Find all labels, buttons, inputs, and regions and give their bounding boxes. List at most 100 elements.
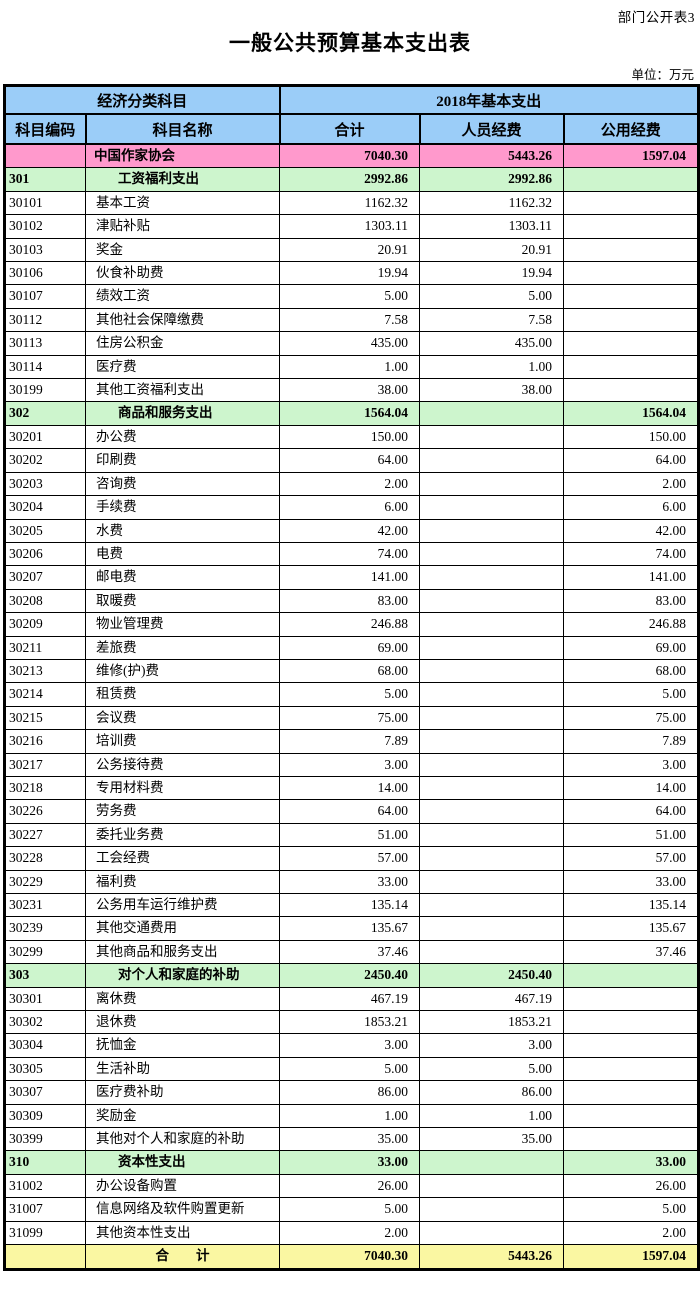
cell-total: 69.00 (279, 635, 421, 660)
table-header: 经济分类科目 2018年基本支出 科目编码 科目名称 合计 人员经费 公用经费 (3, 84, 700, 145)
cell-total: 26.00 (279, 1173, 421, 1199)
cell-personnel (419, 658, 565, 684)
cell-code: 30218 (4, 775, 86, 801)
cell-public (563, 331, 700, 356)
cell-personnel (419, 705, 565, 731)
table-row: 30103 奖金 20.91 20.91 (4, 237, 700, 263)
cell-public (563, 237, 700, 263)
cell-code (4, 1244, 86, 1270)
cell-code: 30114 (4, 354, 86, 380)
table-row: 中国作家协会 7040.30 5443.26 1597.04 (4, 143, 700, 169)
cell-code: 30309 (4, 1103, 86, 1129)
table-row: 30199 其他工资福利支出 38.00 38.00 (4, 378, 700, 403)
table-row: 30213 维修(护)费 68.00 68.00 (4, 658, 700, 684)
cell-total: 42.00 (279, 518, 421, 543)
cell-total: 7040.30 (279, 1244, 421, 1270)
cell-code: 30216 (4, 729, 86, 754)
cell-total: 2992.86 (279, 167, 421, 192)
cell-name: 专用材料费 (84, 775, 281, 801)
cell-public (563, 1056, 700, 1082)
cell-personnel (419, 682, 565, 707)
cell-public (563, 963, 700, 988)
cell-code: 30204 (4, 495, 86, 520)
cell-name: 奖励金 (84, 1103, 281, 1129)
cell-personnel: 2450.40 (419, 963, 565, 988)
cell-public (563, 1033, 700, 1058)
cell-public (563, 167, 700, 192)
cell-code: 30101 (4, 190, 86, 216)
cell-name: 会议费 (84, 705, 281, 731)
table-row: 30216 培训费 7.89 7.89 (4, 729, 700, 754)
cell-personnel (419, 588, 565, 614)
cell-total: 64.00 (279, 448, 421, 473)
table-row: 301 工资福利支出 2992.86 2992.86 (4, 167, 700, 192)
cell-total: 2.00 (279, 471, 421, 497)
cell-public: 5.00 (563, 1197, 700, 1222)
cell-public (563, 190, 700, 216)
cell-personnel: 5.00 (419, 284, 565, 309)
cell-public (563, 1080, 700, 1105)
cell-public (563, 354, 700, 380)
cell-public: 3.00 (563, 752, 700, 777)
cell-name: 手续费 (84, 495, 281, 520)
cell-personnel: 1.00 (419, 354, 565, 380)
cell-total: 3.00 (279, 1033, 421, 1058)
cell-name: 资本性支出 (84, 1150, 281, 1175)
cell-personnel (419, 775, 565, 801)
table-row: 30112 其他社会保障缴费 7.58 7.58 (4, 307, 700, 333)
cell-name: 合 计 (84, 1244, 281, 1270)
col-header-personnel-funds: 人员经费 (418, 113, 565, 145)
cell-code: 30202 (4, 448, 86, 473)
cell-name: 其他商品和服务支出 (84, 939, 281, 965)
cell-total: 435.00 (279, 331, 421, 356)
cell-public: 33.00 (563, 869, 700, 895)
cell-code: 30304 (4, 1033, 86, 1058)
cell-total: 3.00 (279, 752, 421, 777)
cell-name: 福利费 (84, 869, 281, 895)
cell-name: 取暖费 (84, 588, 281, 614)
cell-total: 1853.21 (279, 1010, 421, 1035)
cell-public: 75.00 (563, 705, 700, 731)
cell-personnel: 1162.32 (419, 190, 565, 216)
cell-total: 246.88 (279, 612, 421, 637)
table-row: 30113 住房公积金 435.00 435.00 (4, 331, 700, 356)
cell-personnel: 19.94 (419, 261, 565, 286)
corner-table-number: 部门公开表3 (617, 10, 695, 25)
table-row: 30227 委托业务费 51.00 51.00 (4, 822, 700, 848)
cell-total: 1564.04 (279, 401, 421, 426)
cell-name: 咨询费 (84, 471, 281, 497)
cell-code: 30229 (4, 869, 86, 895)
cell-name: 离休费 (84, 986, 281, 1012)
cell-code: 30399 (4, 1127, 86, 1152)
header-group-row: 经济分类科目 2018年基本支出 (3, 84, 700, 115)
table-row: 30106 伙食补助费 19.94 19.94 (4, 261, 700, 286)
header-basic-expenditure-2018: 2018年基本支出 (278, 84, 700, 115)
cell-public: 64.00 (563, 448, 700, 473)
cell-total: 2450.40 (279, 963, 421, 988)
cell-total: 5.00 (279, 1056, 421, 1082)
cell-public: 83.00 (563, 588, 700, 614)
cell-code: 30302 (4, 1010, 86, 1035)
cell-total: 37.46 (279, 939, 421, 965)
cell-total: 1162.32 (279, 190, 421, 216)
table-row: 30218 专用材料费 14.00 14.00 (4, 775, 700, 801)
table-row: 31002 办公设备购置 26.00 26.00 (4, 1173, 700, 1199)
cell-personnel (419, 1173, 565, 1199)
cell-personnel: 35.00 (419, 1127, 565, 1152)
cell-public: 2.00 (563, 471, 700, 497)
cell-name: 津贴补贴 (84, 214, 281, 239)
table-row: 31007 信息网络及软件购置更新 5.00 5.00 (4, 1197, 700, 1222)
cell-code: 30217 (4, 752, 86, 777)
unit-label: 单位：万元 (631, 68, 694, 82)
cell-code: 310 (4, 1150, 86, 1175)
table-row: 30299 其他商品和服务支出 37.46 37.46 (4, 939, 700, 965)
cell-name: 抚恤金 (84, 1033, 281, 1058)
col-header-public-funds: 公用经费 (562, 113, 700, 145)
cell-personnel (419, 401, 565, 426)
cell-personnel (419, 939, 565, 965)
cell-code: 30205 (4, 518, 86, 543)
cell-total: 86.00 (279, 1080, 421, 1105)
cell-name: 工会经费 (84, 846, 281, 871)
cell-name: 办公设备购置 (84, 1173, 281, 1199)
